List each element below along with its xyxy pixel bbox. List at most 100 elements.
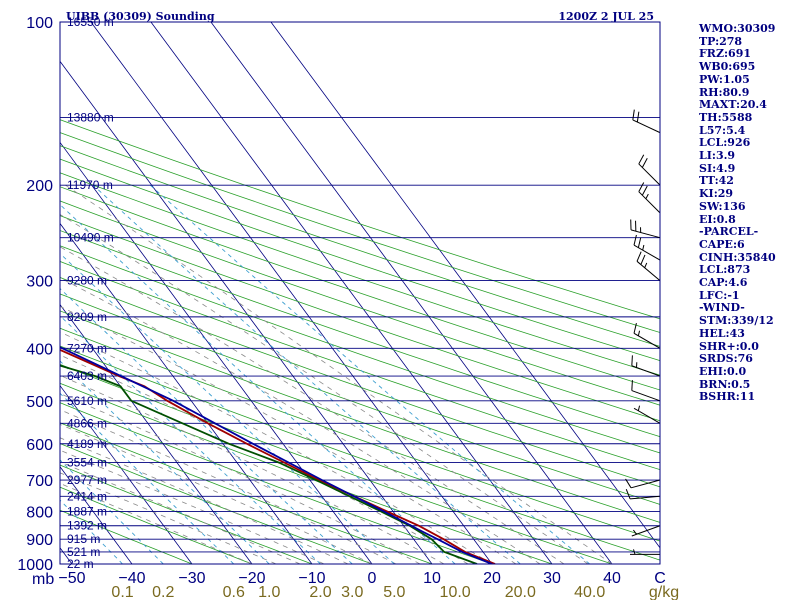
wind-barb: [633, 405, 661, 424]
wind-barb-staff: [630, 479, 661, 489]
sounding-index: TH:5588: [699, 110, 753, 124]
wind-barb-half: [633, 549, 636, 555]
height-label: 5610 m: [67, 394, 107, 408]
pressure-label: 800: [26, 504, 53, 521]
pressure-label: 1000: [17, 557, 53, 574]
sounding-index: TP:278: [699, 34, 743, 48]
sounding-index: RH:80.9: [699, 85, 750, 99]
sounding-index: CINH:35840: [699, 250, 776, 264]
sounding-index: EI:0.8: [699, 212, 736, 226]
mixing-ratio-line: [60, 315, 321, 564]
sounding-profiles: [60, 346, 496, 564]
dry-adiabat: [60, 215, 660, 422]
height-label: 9280 m: [67, 274, 107, 288]
dry-adiabat: [60, 158, 660, 362]
sounding-index: BSHR:11: [699, 390, 756, 404]
temperature-label: 40: [603, 570, 621, 587]
height-label: 13880 m: [67, 110, 114, 124]
wind-barb-half: [642, 244, 645, 251]
dry-adiabat: [60, 293, 660, 505]
valid-time: 1200Z 2 JUL 25: [558, 10, 654, 23]
moist-adiabat: [60, 461, 301, 564]
height-label: 7270 m: [67, 341, 107, 355]
pressure-label: 300: [26, 274, 53, 291]
height-label: 10490 m: [67, 231, 114, 245]
sounding-index: CAP:4.6: [699, 276, 748, 290]
pressure-label: 600: [26, 437, 53, 454]
sounding-index: -WIND-: [699, 301, 745, 315]
height-label: 3554 m: [67, 456, 107, 470]
sounding-indices-panel: WMO:30309 TP:278 FRZ:691 WB0:695 PW:1.05 RH:8…: [699, 22, 799, 404]
isotherm: [210, 22, 613, 564]
wind-barb-flag: [631, 355, 633, 366]
height-label: 8209 m: [67, 310, 107, 324]
sounding-index: LCL:926: [699, 136, 751, 150]
moist-adiabat: [60, 437, 349, 564]
moist-adiabat: [65, 184, 613, 564]
wind-barb-staff: [630, 495, 661, 500]
wind-barb-flag: [640, 254, 646, 265]
thermo-grid: [60, 22, 660, 564]
mixing-ratio-label: 5.0: [383, 584, 405, 600]
temperature-label: C: [654, 570, 666, 587]
dry-adiabat: [60, 186, 660, 391]
wind-barb: [630, 549, 660, 555]
mixing-ratio-label: 1.0: [258, 584, 280, 600]
wind-barb: [631, 380, 661, 402]
wind-barb-staff: [631, 525, 661, 537]
dry-adiabat: [60, 277, 660, 488]
sounding-index: FRZ:691: [699, 47, 752, 61]
dry-adiabat: [60, 132, 660, 333]
wind-barb-flag: [631, 380, 633, 391]
wind-barb: [633, 234, 661, 261]
wind-barb: [632, 109, 661, 134]
pressure-label: 200: [26, 178, 53, 195]
dry-adiabat: [60, 261, 660, 471]
temperature-label: 10: [423, 570, 441, 587]
mixing-ratio-label: 0.1: [111, 584, 133, 600]
sounding-index: TT:42: [699, 174, 734, 188]
wind-barb: [630, 219, 661, 239]
dry-adiabat: [60, 145, 660, 347]
wind-barb: [625, 478, 661, 489]
wind-barb-half: [637, 330, 641, 336]
wind-barb-half: [645, 193, 649, 199]
isotherm: [60, 466, 133, 564]
isotherm: [60, 303, 253, 564]
isotherm: [90, 22, 493, 564]
sounding-index: WB0:695: [699, 60, 756, 74]
dry-adiabat: [60, 119, 660, 320]
pressure-unit-label: mb: [32, 571, 54, 588]
wind-barbs: [625, 109, 661, 555]
wind-barb-flag: [641, 185, 648, 196]
wind-barb-flag: [636, 111, 640, 123]
height-label: 4189 m: [67, 437, 107, 451]
wind-barb: [638, 182, 661, 214]
sounding-index: SW:136: [699, 199, 746, 213]
sounding-index: MAXT:20.4: [699, 98, 767, 112]
mixing-ratio-line: [60, 360, 270, 564]
pressure-label: 400: [26, 341, 53, 358]
wind-barb-staff: [631, 390, 661, 402]
dry-adiabat: [60, 310, 660, 523]
height-label: 2977 m: [67, 473, 107, 487]
height-label: 1392 m: [67, 519, 107, 533]
dry-adiabat: [60, 245, 660, 454]
height-label: 11970 m: [67, 178, 113, 192]
wind-barb-flag: [638, 182, 645, 192]
moist-adiabat: [60, 449, 325, 564]
pressure-label: 700: [26, 473, 53, 490]
wind-barb-half: [637, 405, 641, 411]
temperature-label: 0: [368, 570, 377, 587]
sounding-index: KI:29: [699, 187, 734, 201]
pressure-label: 900: [26, 532, 53, 549]
dry-adiabat: [60, 172, 660, 376]
mixing-ratio-label: 0.6: [223, 584, 245, 600]
dry-adiabat: [60, 327, 660, 542]
wind-barb-half: [632, 529, 637, 535]
wind-barb-flag: [633, 234, 637, 246]
temperature-label: −50: [58, 570, 85, 587]
mixing-ratio-label: 2.0: [309, 584, 331, 600]
